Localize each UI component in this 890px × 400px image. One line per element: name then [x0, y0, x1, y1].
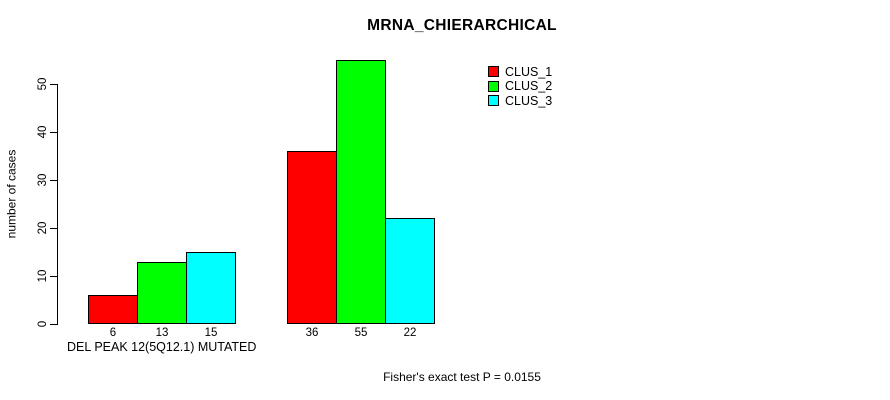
bar-clus_3-group-2	[385, 218, 435, 324]
y-axis-tick	[50, 227, 58, 229]
bar-value-label: 22	[403, 327, 417, 339]
bar-value-label: 36	[305, 327, 319, 339]
y-axis-tick-label: 0	[37, 320, 49, 328]
y-axis-tick-label: 10	[37, 269, 49, 283]
legend-swatch-clus_3	[488, 95, 499, 107]
legend-item: CLUS_2	[488, 79, 553, 94]
bar-clus_1-group-1	[88, 295, 138, 324]
x-axis-label: DEL PEAK 12(5Q12.1) MUTATED	[67, 340, 257, 354]
bar-clus_3-group-1	[186, 252, 236, 324]
bar-value-label: 13	[155, 327, 169, 339]
y-axis-tick	[50, 275, 58, 277]
bar-value-label: 15	[204, 327, 218, 339]
legend: CLUS_1 CLUS_2 CLUS_3	[488, 64, 553, 110]
y-axis-tick-label: 40	[37, 125, 49, 139]
legend-label: CLUS_2	[505, 79, 553, 94]
y-axis-tick-label: 30	[37, 173, 49, 187]
y-axis-tick	[50, 323, 58, 325]
bar-value-label: 55	[354, 327, 368, 339]
bar-clus_2-group-1	[137, 262, 187, 324]
legend-label: CLUS_1	[505, 64, 553, 79]
bar-clus_1-group-2	[287, 151, 337, 324]
legend-swatch-clus_1	[488, 66, 499, 77]
legend-item: CLUS_1	[488, 64, 553, 79]
y-axis-line	[57, 83, 58, 325]
legend-item: CLUS_3	[488, 93, 553, 108]
y-axis-label: number of cases	[4, 149, 19, 239]
y-axis-tick	[50, 83, 58, 85]
chart-title: MRNA_CHIERARCHICAL	[367, 17, 557, 34]
y-axis-tick	[50, 131, 58, 133]
bar-clus_2-group-2	[336, 60, 386, 324]
y-axis-tick	[50, 179, 58, 181]
y-axis-tick-label: 20	[37, 221, 49, 235]
bar-value-label: 6	[109, 327, 117, 339]
y-axis-tick-label: 50	[37, 77, 49, 91]
legend-label: CLUS_3	[505, 93, 553, 108]
legend-swatch-clus_2	[488, 80, 499, 92]
footnote-pvalue: Fisher's exact test P = 0.0155	[383, 370, 541, 384]
